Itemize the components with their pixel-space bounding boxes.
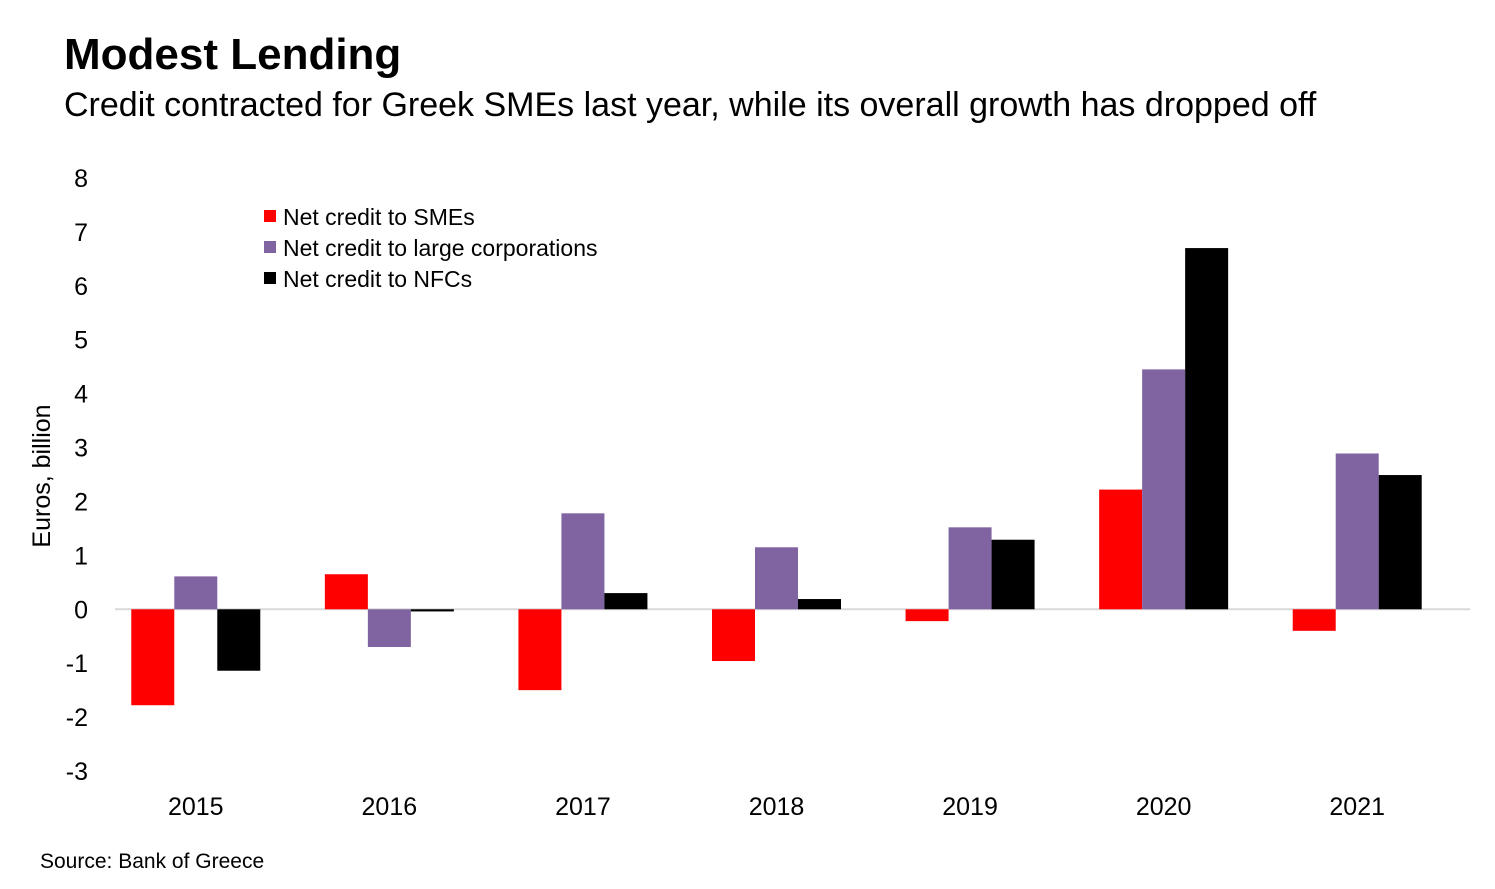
- y-tick-label: 1: [74, 542, 88, 570]
- y-axis: 8 7 6 5 4 3 2 1 0 -1 -2 -3: [66, 165, 88, 786]
- source-note: Source: Bank of Greece: [40, 850, 265, 873]
- x-tick-label: 2020: [1136, 793, 1192, 821]
- x-tick-label: 2015: [168, 793, 224, 821]
- y-tick-label: 5: [74, 327, 88, 355]
- bar-2021-series-1: [1335, 453, 1379, 610]
- chart-subtitle: Credit contracted for Greek SMEs last ye…: [64, 86, 1317, 124]
- bar-2020-series-2: [1185, 248, 1229, 610]
- legend: Net credit to SMEs Net credit to large co…: [264, 204, 598, 292]
- y-tick-label: -3: [66, 758, 88, 786]
- bar-2019-series-0: [905, 609, 949, 622]
- y-axis-label: Euros, billion: [28, 404, 56, 547]
- y-tick-label: 2: [74, 488, 88, 516]
- x-tick-label: 2017: [555, 793, 611, 821]
- bar-2020-series-1: [1142, 369, 1186, 610]
- x-axis: 2015 2016 2017 2018 2019 2020 2021: [168, 793, 1385, 821]
- y-tick-label: 7: [74, 219, 88, 247]
- bar-2019-series-2: [991, 539, 1035, 610]
- bar-2015-series-0: [131, 609, 175, 706]
- y-tick-label: 0: [74, 596, 88, 624]
- bar-2018-series-0: [712, 609, 755, 662]
- bar-2017-series-1: [561, 513, 605, 610]
- x-tick-label: 2016: [362, 793, 418, 821]
- bar-2019-series-1: [948, 527, 992, 610]
- y-tick-label: 3: [74, 435, 88, 463]
- bar-2015-series-2: [217, 609, 261, 671]
- x-tick-label: 2019: [942, 793, 998, 821]
- legend-swatch: [264, 241, 276, 253]
- bars-group: [131, 248, 1422, 706]
- bar-2016-series-1: [367, 609, 411, 648]
- x-tick-label: 2021: [1329, 793, 1385, 821]
- legend-label: Net credit to NFCs: [283, 266, 472, 292]
- bar-2018-series-2: [798, 599, 841, 610]
- bar-2020-series-0: [1099, 489, 1143, 610]
- y-tick-label: -1: [66, 650, 88, 678]
- legend-swatch: [264, 210, 276, 222]
- legend-label: Net credit to large corporations: [283, 235, 598, 261]
- x-tick-label: 2018: [749, 793, 805, 821]
- legend-label: Net credit to SMEs: [283, 204, 475, 230]
- y-tick-label: -2: [66, 704, 88, 732]
- chart-title: Modest Lending: [64, 30, 402, 79]
- bar-2017-series-2: [604, 593, 648, 610]
- y-tick-label: 8: [74, 165, 88, 193]
- bar-2016-series-2: [410, 609, 454, 612]
- y-tick-label: 4: [74, 381, 88, 409]
- bar-2017-series-0: [518, 609, 562, 691]
- bar-2015-series-1: [174, 576, 218, 610]
- bar-2021-series-0: [1292, 609, 1336, 631]
- legend-swatch: [264, 272, 276, 284]
- bar-2018-series-1: [755, 547, 798, 610]
- bar-2021-series-2: [1378, 475, 1422, 610]
- y-tick-label: 6: [74, 273, 88, 301]
- bar-2016-series-0: [324, 574, 368, 610]
